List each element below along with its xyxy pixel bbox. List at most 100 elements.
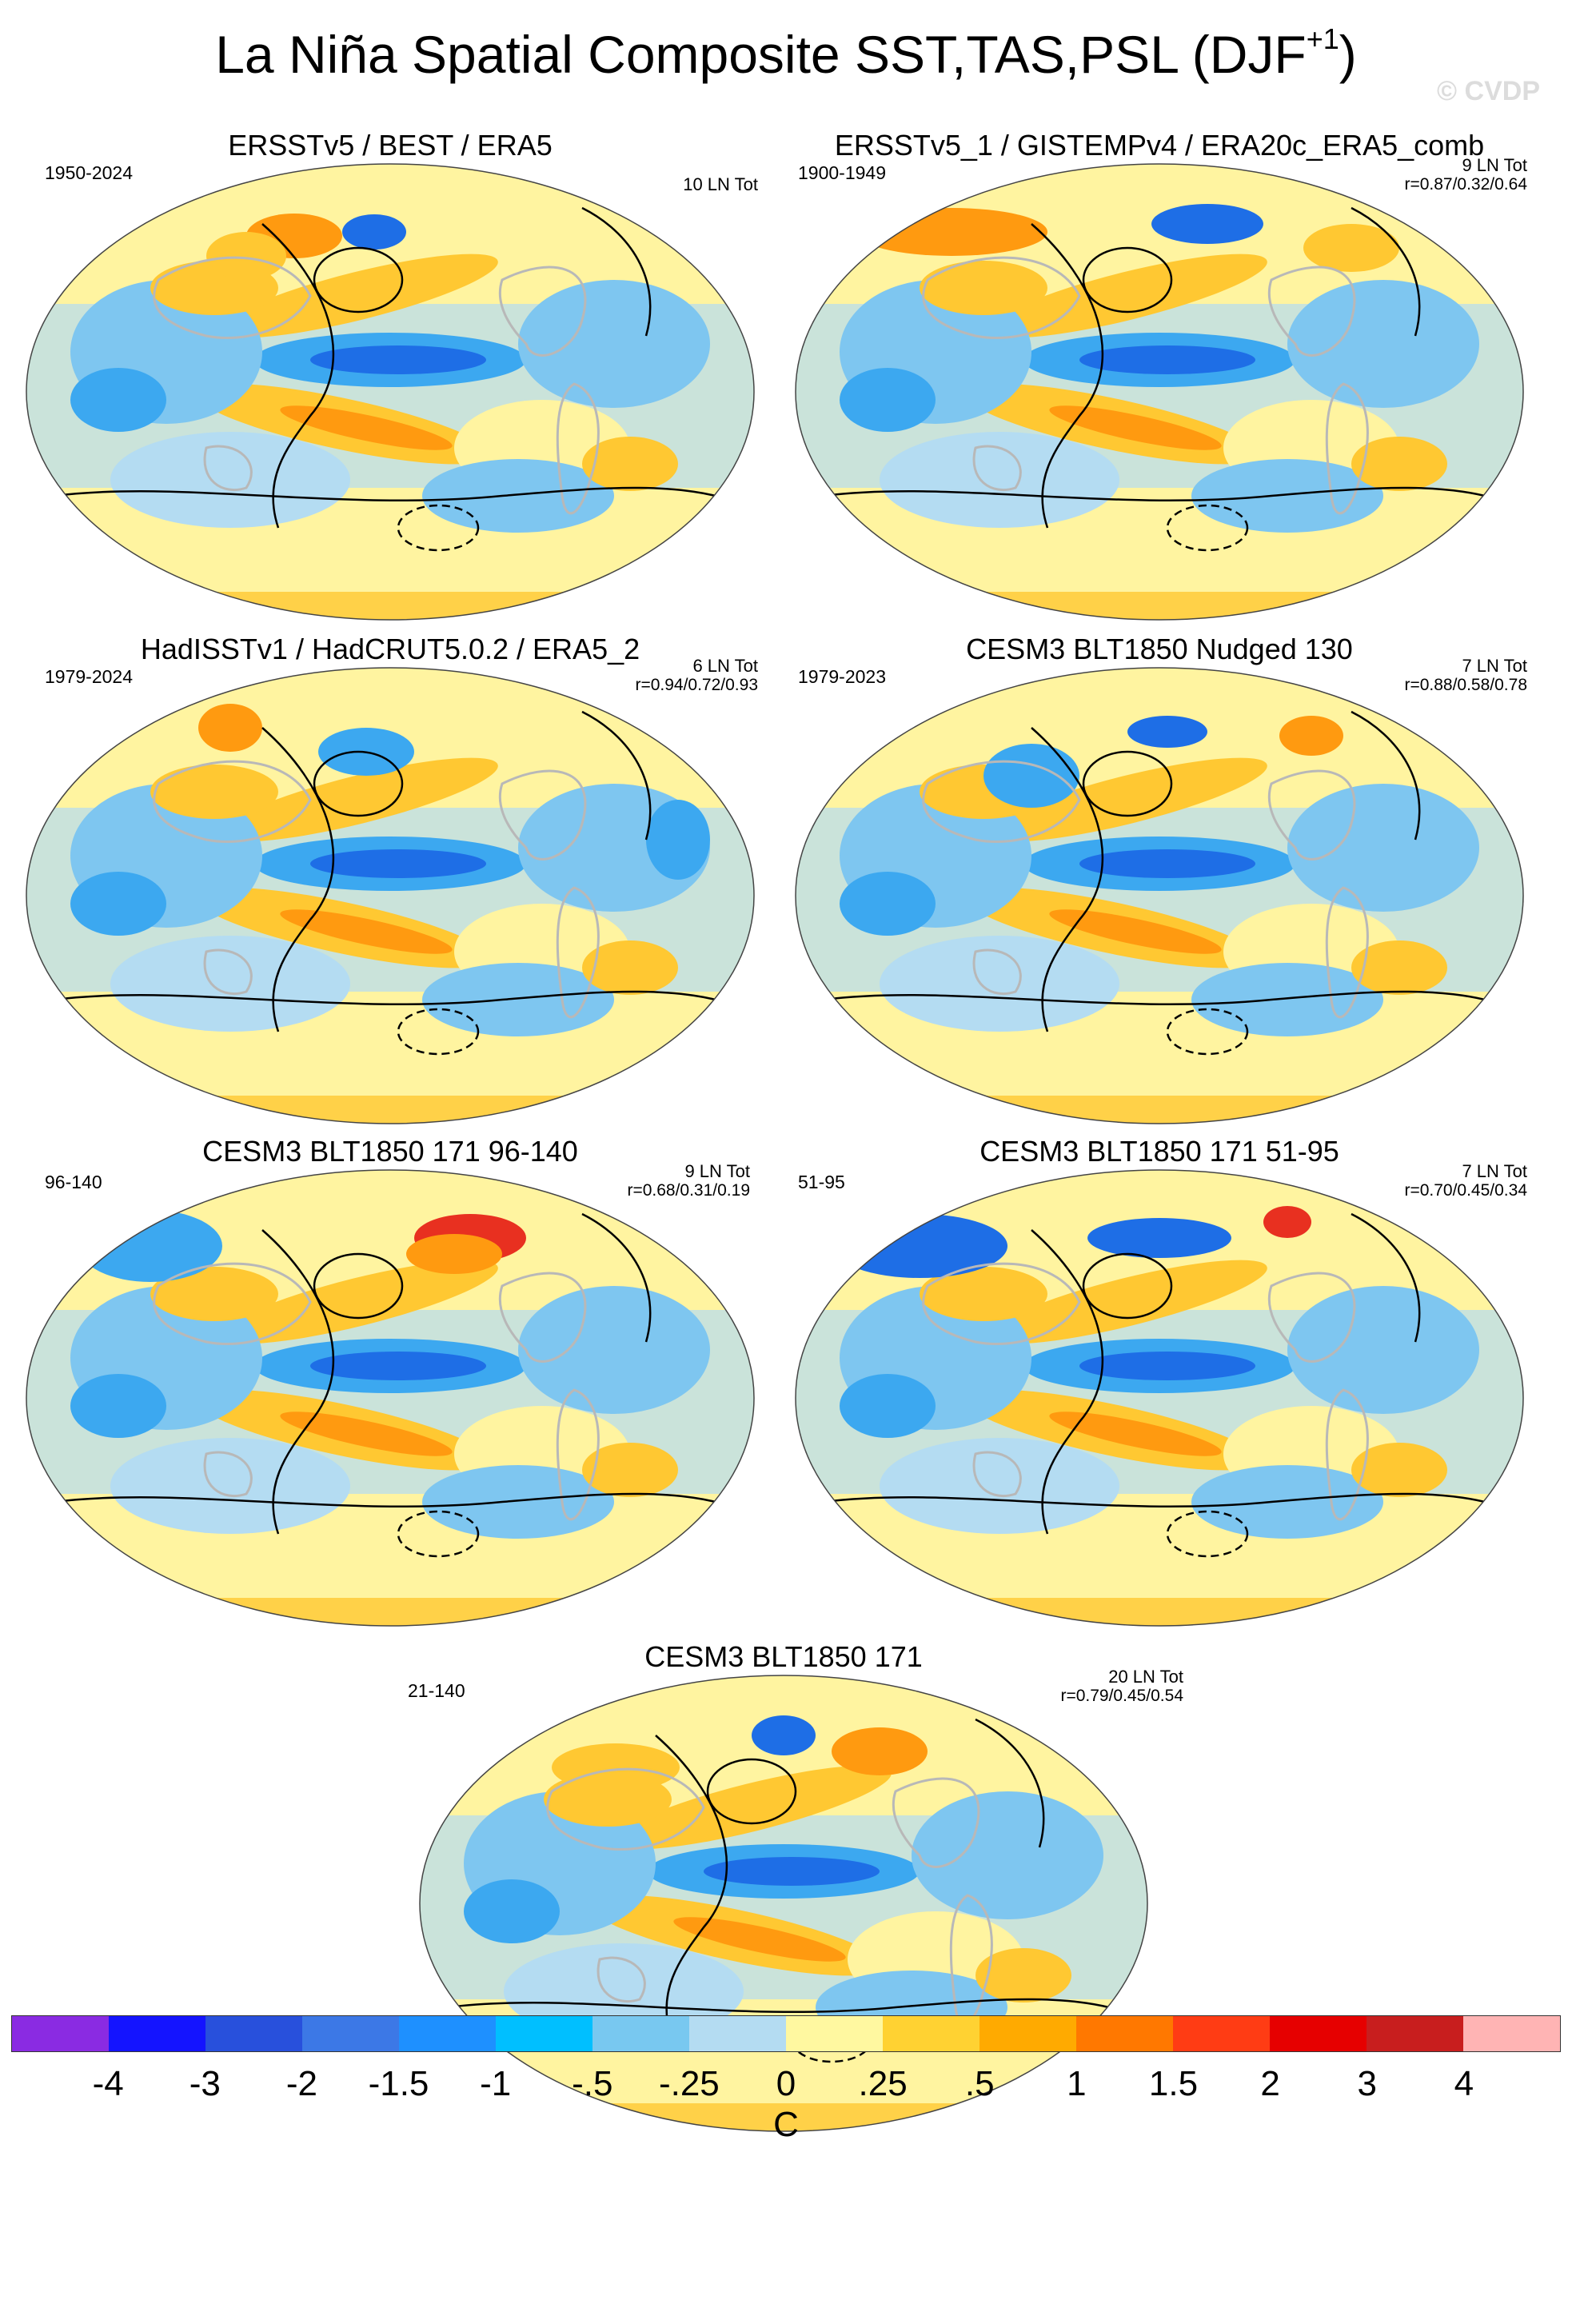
continent-outline — [922, 256, 1081, 340]
colorbar-tick-label: .5 — [964, 2064, 995, 2103]
colorbar-tick-label: -4 — [92, 2064, 124, 2103]
map-border — [26, 667, 755, 1124]
southern-band — [796, 1598, 1523, 1626]
anomaly-patch — [1287, 280, 1479, 408]
anomaly-patch — [280, 1412, 453, 1456]
colorbar-tick-label: -.25 — [658, 2064, 720, 2103]
continent-outline — [498, 1272, 587, 1363]
anomaly-field — [796, 668, 1523, 1124]
colorbar-swatch-13 — [1270, 2016, 1367, 2051]
continent-outline — [972, 445, 1022, 492]
anomaly-patch — [987, 1260, 1267, 1344]
anomaly-patch — [880, 936, 1119, 1032]
pressure-contour — [1082, 1252, 1173, 1320]
pressure-contour — [1031, 1229, 1104, 1535]
anomaly-patch — [1079, 849, 1255, 878]
anomaly-patch — [582, 437, 678, 491]
anomaly-patch — [920, 261, 1047, 315]
anomaly-patch — [976, 1948, 1071, 2003]
pressure-contour — [261, 727, 335, 1032]
colorbar-tick-label: 2 — [1260, 2064, 1280, 2103]
panel-period: 21-140 — [408, 1680, 465, 1701]
anomaly-patch — [198, 704, 262, 752]
anomaly-patch — [342, 214, 406, 250]
pressure-contour — [54, 486, 743, 505]
map-border — [419, 1675, 1148, 2132]
anomaly-patch — [110, 432, 350, 528]
pressure-contour — [1082, 750, 1173, 817]
southern-band — [796, 1096, 1523, 1124]
anomaly-field — [796, 1170, 1523, 1626]
continent-outline — [922, 1262, 1081, 1346]
pressure-contour — [1031, 727, 1104, 1032]
continent-outline — [153, 760, 312, 844]
map-border — [795, 667, 1524, 1124]
continent-outline — [972, 948, 1022, 996]
composite-map — [795, 163, 1524, 621]
anomaly-patch — [673, 1917, 846, 1962]
anomaly-patch — [518, 280, 710, 408]
panel-event-count: 6 LN Tot — [692, 656, 758, 676]
continent-outline — [203, 445, 253, 492]
colorbar-units: C — [773, 2105, 799, 2144]
continent-outline — [1325, 1388, 1369, 1521]
panel-event-count: 7 LN Tot — [1462, 656, 1527, 676]
anomaly-patch — [310, 849, 486, 878]
pressure-contour-dashed — [397, 1008, 480, 1056]
pressure-contour-dashed — [397, 504, 480, 552]
anomaly-patch — [832, 1214, 1007, 1278]
pressure-contour — [313, 750, 404, 817]
pressure-contour — [1351, 206, 1421, 337]
panel-event-count: 10 LN Tot — [683, 174, 758, 194]
panel-correlation: r=0.94/0.72/0.93 — [635, 676, 758, 694]
panel-period: 1950-2024 — [45, 162, 133, 183]
anomaly-patch — [582, 1443, 678, 1497]
anomaly-patch — [1263, 1206, 1311, 1238]
anomaly-patch — [880, 432, 1119, 528]
anomaly-patch — [218, 1260, 498, 1344]
anomaly-patch — [1151, 204, 1263, 244]
map-panel-2: ERSSTv5_1 / GISTEMPv4 / ERA20c_ERA5_comb… — [792, 128, 1527, 624]
panel-title: ERSSTv5 / BEST / ERA5 — [228, 129, 553, 162]
anomaly-patch — [280, 909, 453, 954]
colorbar-tick-label: -2 — [285, 2064, 317, 2103]
anomaly-patch — [310, 345, 486, 374]
panel-correlation: r=0.87/0.32/0.64 — [1404, 175, 1527, 194]
anomaly-patch — [150, 765, 278, 819]
composite-map — [419, 1675, 1148, 2132]
pressure-contour — [823, 990, 1512, 1009]
anomaly-patch — [1287, 784, 1479, 912]
pressure-contour — [54, 990, 743, 1009]
panel-period: 1900-1949 — [798, 162, 886, 183]
colorbar-swatch-7 — [689, 2016, 786, 2051]
panel-correlation: r=0.70/0.45/0.34 — [1404, 1181, 1527, 1200]
pressure-contour-dashed — [1166, 1008, 1249, 1056]
pressure-contour-dashed — [1166, 1510, 1249, 1558]
map-border — [26, 163, 755, 621]
composite-map — [26, 1169, 755, 1627]
southern-band — [796, 592, 1523, 620]
colorbar-tick-label: -3 — [189, 2064, 221, 2103]
pressure-contour — [261, 1229, 335, 1535]
pressure-contour — [313, 1252, 404, 1320]
anomaly-patch — [646, 800, 710, 880]
colorbar-swatch-1 — [109, 2016, 205, 2051]
anomaly-patch — [856, 208, 1047, 256]
pressure-contour — [823, 486, 1512, 505]
panel-correlation: r=0.88/0.58/0.78 — [1404, 676, 1527, 694]
southern-band — [26, 592, 754, 620]
pressure-contour — [1082, 246, 1173, 313]
colorbar-tick-label: -.5 — [572, 2064, 613, 2103]
southern-band — [26, 1096, 754, 1124]
anomaly-field — [420, 1675, 1147, 2131]
anomaly-patch — [1079, 345, 1255, 374]
pressure-contour — [1351, 1212, 1421, 1343]
continent-outline — [892, 1777, 980, 1868]
anomaly-patch — [1049, 909, 1222, 954]
composite-map — [26, 163, 755, 621]
continent-outline — [972, 1451, 1022, 1498]
anomaly-patch — [1351, 1443, 1447, 1497]
cvdp-watermark: © CVDP — [1437, 76, 1540, 106]
figure-title-superscript: +1 — [1306, 22, 1339, 55]
anomaly-patch — [552, 1743, 680, 1791]
